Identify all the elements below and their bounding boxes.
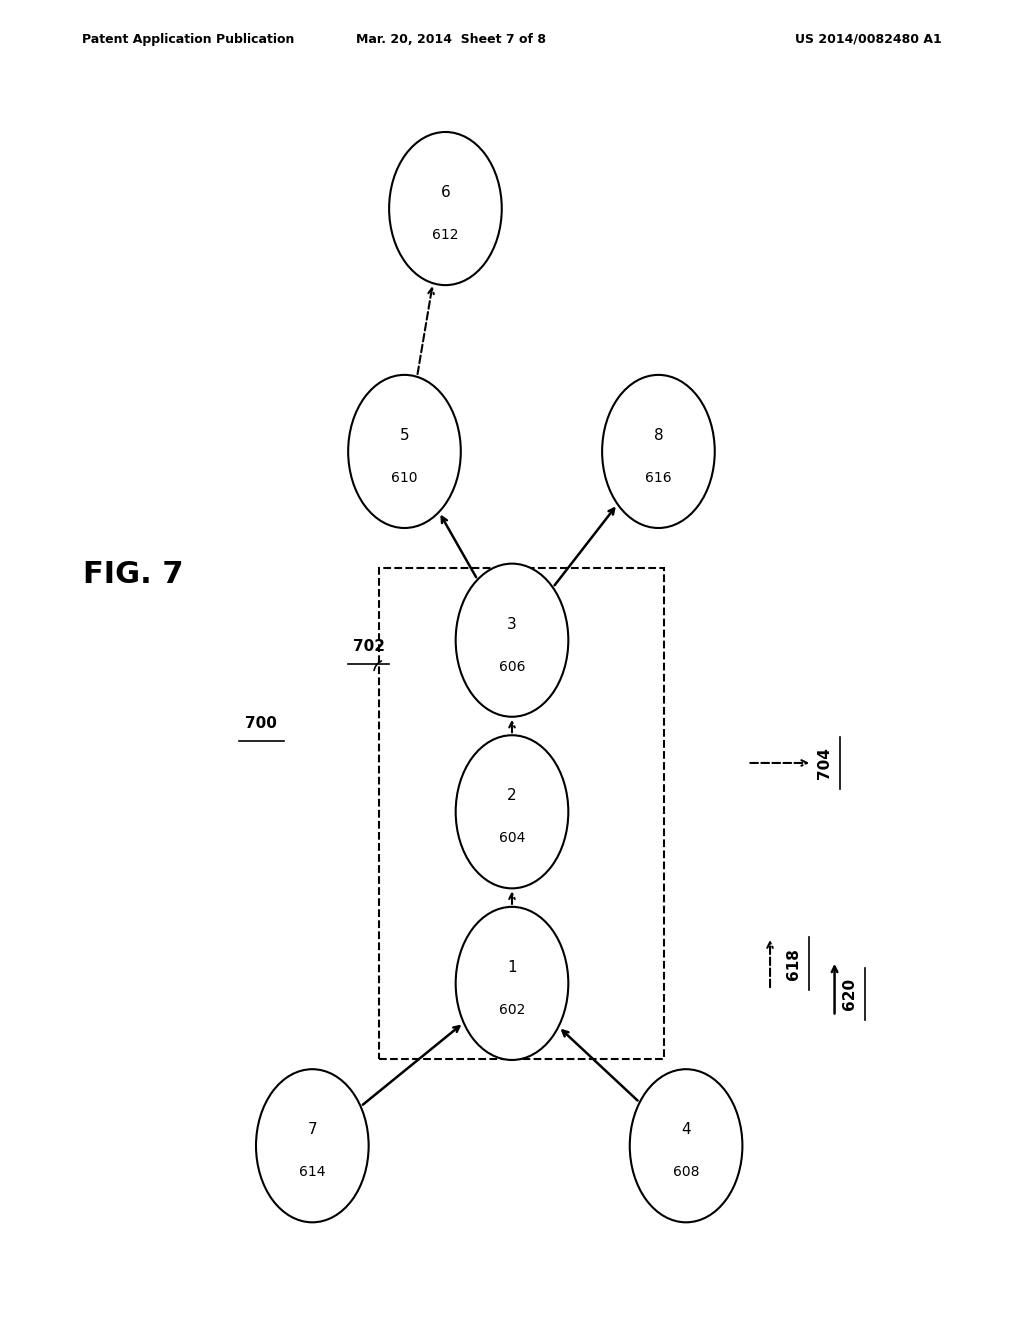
Ellipse shape <box>456 907 568 1060</box>
Text: 614: 614 <box>299 1166 326 1179</box>
Text: Patent Application Publication: Patent Application Publication <box>82 33 294 46</box>
Text: 704: 704 <box>817 747 831 779</box>
Text: 5: 5 <box>399 428 410 444</box>
Text: 4: 4 <box>681 1122 691 1138</box>
Text: US 2014/0082480 A1: US 2014/0082480 A1 <box>796 33 942 46</box>
Text: 2: 2 <box>507 788 517 804</box>
Ellipse shape <box>389 132 502 285</box>
Text: 3: 3 <box>507 616 517 632</box>
Text: 618: 618 <box>786 948 801 979</box>
Text: 6: 6 <box>440 185 451 201</box>
Text: 608: 608 <box>673 1166 699 1179</box>
Text: 620: 620 <box>843 978 857 1010</box>
Ellipse shape <box>348 375 461 528</box>
Text: 606: 606 <box>499 660 525 673</box>
Ellipse shape <box>456 735 568 888</box>
Ellipse shape <box>630 1069 742 1222</box>
Text: 612: 612 <box>432 228 459 242</box>
Text: 8: 8 <box>653 428 664 444</box>
Text: Mar. 20, 2014  Sheet 7 of 8: Mar. 20, 2014 Sheet 7 of 8 <box>355 33 546 46</box>
Text: 616: 616 <box>645 471 672 484</box>
Text: 604: 604 <box>499 832 525 845</box>
Ellipse shape <box>602 375 715 528</box>
Text: 7: 7 <box>307 1122 317 1138</box>
Text: 702: 702 <box>352 639 385 655</box>
Bar <box>379 568 664 1059</box>
Ellipse shape <box>256 1069 369 1222</box>
Text: 610: 610 <box>391 471 418 484</box>
Text: 1: 1 <box>507 960 517 975</box>
Ellipse shape <box>456 564 568 717</box>
Text: 700: 700 <box>245 715 278 731</box>
Text: 602: 602 <box>499 1003 525 1016</box>
Text: FIG. 7: FIG. 7 <box>83 560 183 589</box>
